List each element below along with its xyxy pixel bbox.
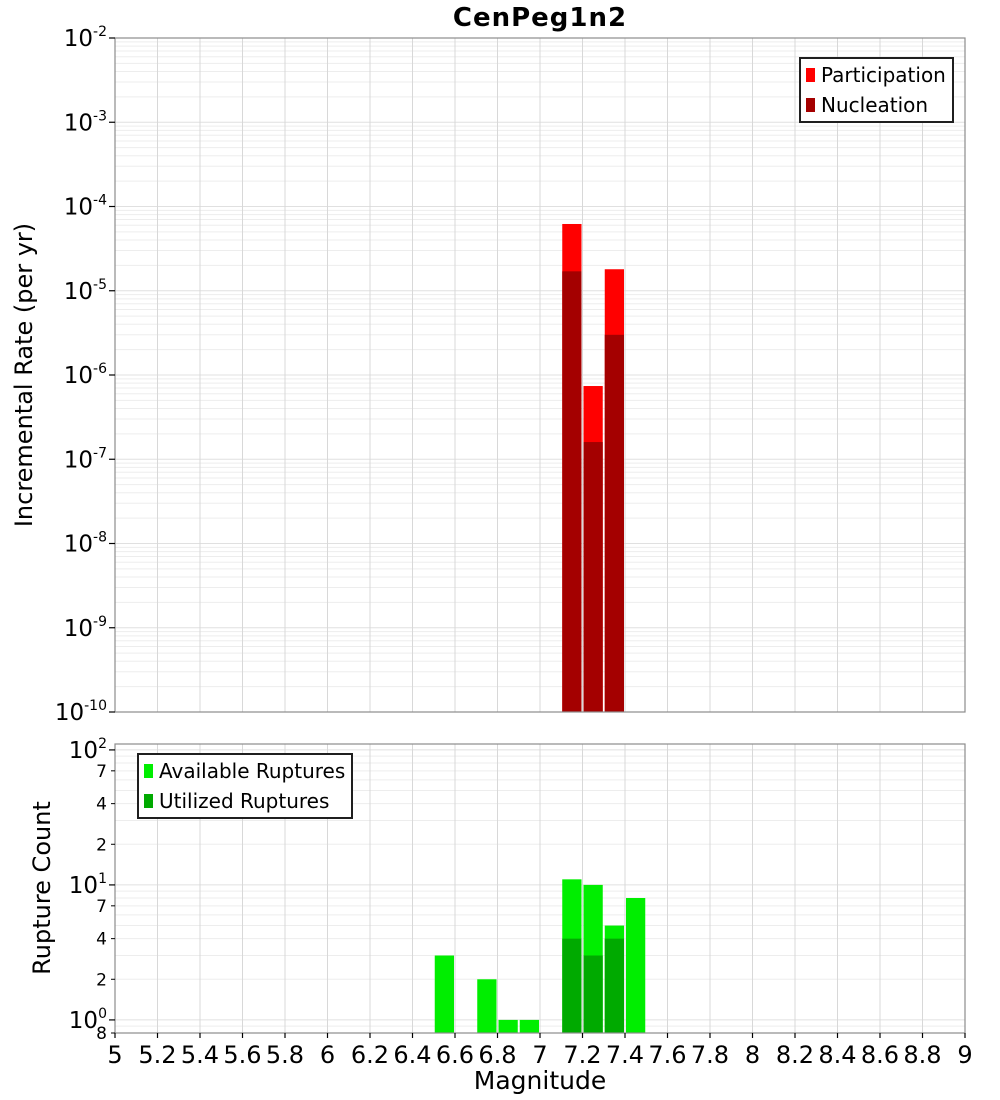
count-y-minor-tick-label: 2 <box>96 835 107 855</box>
x-tick-label: 8.6 <box>861 1041 899 1069</box>
legend-item-participation: Participation <box>806 60 946 90</box>
count-y-tick-label: 102 <box>69 736 107 764</box>
legend-item-available: Available Ruptures <box>144 756 345 786</box>
bar-available-m6.85 <box>498 1019 518 1033</box>
x-tick-label: 7.4 <box>606 1041 644 1069</box>
x-axis-label: Magnitude <box>473 1066 607 1095</box>
x-tick-label: 6.2 <box>351 1041 389 1069</box>
utilized-swatch-icon <box>144 794 153 808</box>
x-tick-label: 6 <box>320 1041 335 1069</box>
x-tick-label: 7.2 <box>563 1041 601 1069</box>
x-tick-label: 5 <box>107 1041 122 1069</box>
x-tick-label: 5.6 <box>223 1041 261 1069</box>
bar-nucleation-m7.15 <box>562 271 582 712</box>
legend-label-nucleation: Nucleation <box>821 93 929 117</box>
legend-label-available: Available Ruptures <box>159 759 346 783</box>
bar-utilized-m7.25 <box>583 955 603 1033</box>
bar-utilized-m7.35 <box>604 938 624 1033</box>
rate-y-tick-label: 10-4 <box>64 193 107 221</box>
x-tick-label: 5.8 <box>266 1041 304 1069</box>
nucleation-swatch-icon <box>806 98 815 112</box>
bar-available-m6.95 <box>519 1019 539 1033</box>
x-tick-label: 7.6 <box>648 1041 686 1069</box>
legend-item-nucleation: Nucleation <box>806 90 946 120</box>
rate-y-tick-label: 10-2 <box>64 24 107 52</box>
bar-nucleation-m7.25 <box>583 442 603 712</box>
rate-y-tick-label: 10-9 <box>64 614 107 642</box>
legend-label-participation: Participation <box>821 63 946 87</box>
rate-y-tick-label: 10-5 <box>64 277 107 305</box>
count-y-minor-tick-label: 4 <box>96 795 107 815</box>
count-y-tick-label: 101 <box>69 871 107 899</box>
rate-axis-label: Incremental Rate (per yr) <box>10 222 38 528</box>
bar-nucleation-m7.35 <box>604 334 624 712</box>
rate-legend: Participation Nucleation <box>799 57 954 123</box>
participation-swatch-icon <box>806 68 815 82</box>
count-y-minor-tick-label: 7 <box>96 762 107 782</box>
available-swatch-icon <box>144 764 153 778</box>
x-tick-label: 6.4 <box>393 1041 431 1069</box>
x-tick-label: 8 <box>745 1041 760 1069</box>
count-y-minor-tick-label: 2 <box>96 970 107 990</box>
chart-title: CenPeg1n2 <box>452 3 628 33</box>
bar-available-m7.45 <box>626 898 646 1033</box>
count-y-minor-tick-label: 7 <box>96 897 107 917</box>
x-tick-label: 7 <box>532 1041 547 1069</box>
rate-y-tick-label: 10-10 <box>55 698 107 726</box>
x-tick-label: 8.4 <box>818 1041 856 1069</box>
rate-y-tick-label: 10-8 <box>64 530 107 558</box>
rate-y-tick-label: 10-3 <box>64 108 107 136</box>
bar-utilized-m7.15 <box>562 938 582 1033</box>
rate-y-tick-label: 10-6 <box>64 361 107 389</box>
legend-item-utilized: Utilized Ruptures <box>144 786 345 816</box>
x-tick-label: 8.2 <box>776 1041 814 1069</box>
x-tick-label: 5.2 <box>138 1041 176 1069</box>
bar-available-m6.75 <box>477 979 497 1033</box>
x-tick-label: 6.6 <box>436 1041 474 1069</box>
x-tick-label: 7.8 <box>691 1041 729 1069</box>
count-axis-label: Rupture Count <box>28 801 56 975</box>
count-y-minor-tick-label: 8 <box>96 1024 107 1044</box>
count-y-minor-tick-label: 4 <box>96 930 107 950</box>
x-tick-label: 9 <box>957 1041 972 1069</box>
bar-available-m6.55 <box>434 955 454 1033</box>
count-legend: Available Ruptures Utilized Ruptures <box>137 753 354 819</box>
x-tick-label: 5.4 <box>181 1041 219 1069</box>
legend-label-utilized: Utilized Ruptures <box>159 789 330 813</box>
x-tick-label: 6.8 <box>478 1041 516 1069</box>
rate-y-tick-label: 10-7 <box>64 445 107 473</box>
x-tick-label: 8.8 <box>903 1041 941 1069</box>
